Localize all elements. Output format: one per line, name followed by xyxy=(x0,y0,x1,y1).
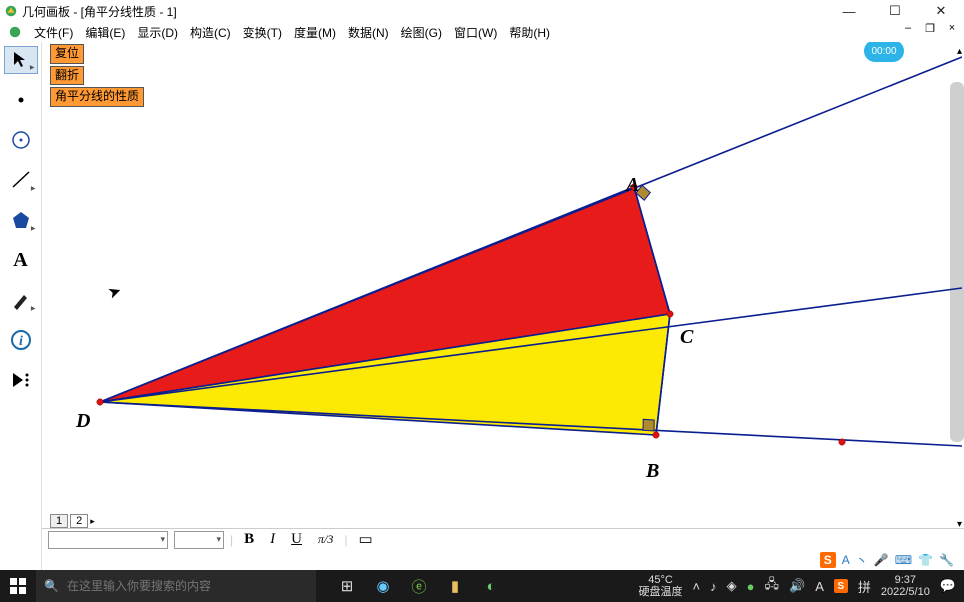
tray-batt-icon[interactable]: A xyxy=(815,579,824,594)
geometry-svg xyxy=(42,42,962,512)
clock-time: 9:37 xyxy=(881,574,930,586)
tray-notif-icon[interactable]: 💬 xyxy=(940,578,956,594)
tray-net-icon[interactable]: 🖧 xyxy=(765,575,780,597)
menu-help[interactable]: 帮助(H) xyxy=(503,24,556,41)
weather-widget[interactable]: 45°C 硬盘温度 xyxy=(639,574,683,598)
tray-expand-icon[interactable]: ˄ xyxy=(693,579,701,594)
app-files-icon[interactable]: ▮ xyxy=(444,575,466,597)
close-button[interactable]: ✕ xyxy=(918,0,964,22)
search-input[interactable] xyxy=(67,579,308,593)
ime-logo-icon: S xyxy=(820,552,836,568)
menu-transform[interactable]: 变换(T) xyxy=(237,24,288,41)
tray-vol-icon[interactable]: 🔊 xyxy=(789,578,805,594)
doc-icon xyxy=(8,25,22,39)
page-tab-scroll[interactable]: ▸ xyxy=(90,516,95,527)
tool-point[interactable] xyxy=(4,86,38,114)
ime-mode[interactable]: 丶 xyxy=(856,552,868,569)
search-icon: 🔍 xyxy=(44,579,59,593)
expand-icon: ▶ xyxy=(31,305,36,312)
canvas[interactable]: 00:00 ▴ ▾ 复位 翻折 角平分线的性质 D A C B ➤ 1 2 ▸ … xyxy=(42,42,964,570)
point-label-D: D xyxy=(76,410,90,433)
tool-circle[interactable] xyxy=(4,126,38,154)
tool-marker[interactable]: ▶ xyxy=(4,286,38,314)
minimize-button[interactable]: — xyxy=(826,0,872,22)
expand-icon: ▶ xyxy=(31,225,36,232)
math-button[interactable]: π/3 xyxy=(313,532,338,547)
tool-line[interactable]: ▶ xyxy=(4,166,38,194)
mdi-close[interactable]: × xyxy=(944,22,960,35)
mdi-restore[interactable]: ❐ xyxy=(922,22,938,35)
taskbar: 🔍 ⊞ ◉ ⓔ ▮ ◐ 45°C 硬盘温度 ˄ ♪ ◈ ● 🖧 🔊 A S 拼 … xyxy=(0,570,964,602)
menu-construct[interactable]: 构造(C) xyxy=(184,24,237,41)
tray-app2-icon[interactable]: ◈ xyxy=(727,578,737,594)
app-edge-icon[interactable]: ◉ xyxy=(372,575,394,597)
ime-tool-icon[interactable]: 🔧 xyxy=(939,553,954,567)
menu-measure[interactable]: 度量(M) xyxy=(288,24,342,41)
ime-keyboard-icon[interactable]: ⌨ xyxy=(895,553,912,567)
expand-icon: ▶ xyxy=(31,185,36,192)
window-controls: — ☐ ✕ xyxy=(826,0,964,22)
maximize-button[interactable]: ☐ xyxy=(872,0,918,22)
start-button[interactable] xyxy=(0,570,36,602)
italic-button[interactable]: I xyxy=(265,531,280,548)
temp-label: 硬盘温度 xyxy=(639,586,683,598)
app-icon xyxy=(4,4,18,18)
menubar: 文件(F) 编辑(E) 显示(D) 构造(C) 变换(T) 度量(M) 数据(N… xyxy=(0,22,964,42)
app-gsp-icon[interactable]: ◐ xyxy=(480,575,502,597)
temp-value: 45°C xyxy=(639,574,683,586)
titlebar: 几何画板 - [角平分线性质 - 1] — ☐ ✕ xyxy=(0,0,964,22)
clock-date: 2022/5/10 xyxy=(881,586,930,598)
tray-lang-icon[interactable]: 拼 xyxy=(858,577,871,596)
menu-display[interactable]: 显示(D) xyxy=(131,24,184,41)
window-title: 几何画板 - [角平分线性质 - 1] xyxy=(22,3,177,20)
ime-toolbar[interactable]: S A 丶 🎤 ⌨ 👕 🔧 xyxy=(814,550,960,570)
menu-graph[interactable]: 绘图(G) xyxy=(395,24,448,41)
taskbar-apps: ⊞ ◉ ⓔ ▮ ◐ xyxy=(336,575,502,597)
tray-app3-icon[interactable]: ● xyxy=(747,579,755,594)
app-browser-icon[interactable]: ⓔ xyxy=(408,575,430,597)
point-label-B: B xyxy=(646,460,659,483)
taskview-icon[interactable]: ⊞ xyxy=(336,575,358,597)
taskbar-search[interactable]: 🔍 xyxy=(36,570,316,602)
menu-file[interactable]: 文件(F) xyxy=(28,24,79,41)
bold-button[interactable]: B xyxy=(239,531,259,548)
size-combo[interactable] xyxy=(174,531,224,549)
menu-window[interactable]: 窗口(W) xyxy=(448,24,503,41)
underline-button[interactable]: U xyxy=(286,531,307,548)
font-combo[interactable] xyxy=(48,531,168,549)
tool-text[interactable]: A xyxy=(4,246,38,274)
ime-skin-icon[interactable]: 👕 xyxy=(918,553,933,567)
menu-edit[interactable]: 编辑(E) xyxy=(79,24,131,41)
page-tab-2[interactable]: 2 xyxy=(70,514,88,528)
point-label-C: C xyxy=(680,326,693,349)
taskbar-clock[interactable]: 9:37 2022/5/10 xyxy=(881,574,930,598)
point-label-A: A xyxy=(626,174,639,197)
mdi-controls: – ❐ × xyxy=(900,22,960,35)
tray-ime-icon[interactable]: S xyxy=(834,579,848,593)
tool-palette: ▶ ▶ ▶ A ▶ i xyxy=(0,42,42,570)
expand-icon: ▶ xyxy=(30,64,35,71)
tool-polygon[interactable]: ▶ xyxy=(4,206,38,234)
mdi-minimize[interactable]: – xyxy=(900,22,916,35)
tool-custom[interactable] xyxy=(4,366,38,394)
format-bar: | B I U π/3 | ▭ xyxy=(42,528,964,550)
menu-data[interactable]: 数据(N) xyxy=(342,24,395,41)
ime-mic-icon[interactable]: 🎤 xyxy=(874,553,889,567)
page-tab-1[interactable]: 1 xyxy=(50,514,68,528)
tool-arrow[interactable]: ▶ xyxy=(4,46,38,74)
svg-text:i: i xyxy=(19,334,23,349)
system-tray: 45°C 硬盘温度 ˄ ♪ ◈ ● 🖧 🔊 A S 拼 9:37 2022/5/… xyxy=(639,574,964,598)
color-button[interactable]: ▭ xyxy=(353,530,377,549)
tray-app1-icon[interactable]: ♪ xyxy=(710,579,717,594)
workarea: ▶ ▶ ▶ A ▶ i 00:00 ▴ xyxy=(0,42,964,570)
ime-letter[interactable]: A xyxy=(842,553,850,567)
tool-info[interactable]: i xyxy=(4,326,38,354)
